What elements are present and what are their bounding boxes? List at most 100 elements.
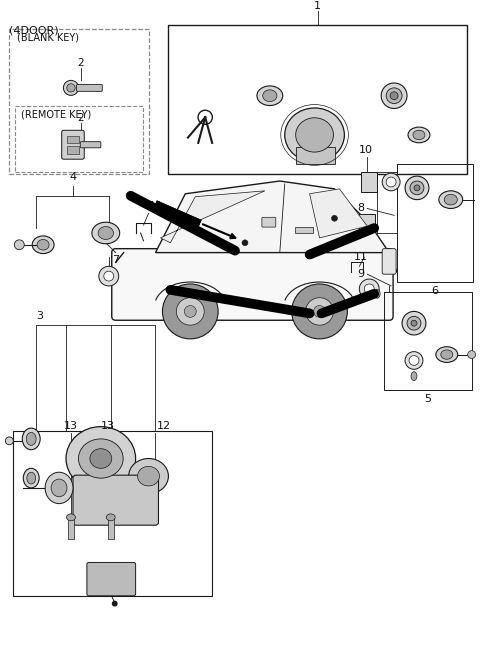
Polygon shape — [156, 181, 389, 253]
Ellipse shape — [413, 131, 425, 140]
Bar — [168, 25, 467, 174]
Text: 8: 8 — [357, 203, 364, 213]
Circle shape — [382, 173, 400, 191]
Circle shape — [468, 351, 476, 358]
Text: 12: 12 — [156, 421, 170, 431]
Text: 1: 1 — [314, 1, 321, 11]
Ellipse shape — [439, 191, 463, 209]
Bar — [295, 227, 312, 233]
Ellipse shape — [32, 236, 54, 254]
FancyBboxPatch shape — [80, 142, 101, 148]
Circle shape — [5, 437, 13, 445]
FancyBboxPatch shape — [73, 475, 158, 525]
Ellipse shape — [263, 90, 277, 102]
Circle shape — [242, 240, 248, 246]
Ellipse shape — [67, 514, 75, 521]
Circle shape — [176, 298, 204, 325]
Bar — [361, 172, 377, 192]
Circle shape — [162, 284, 218, 339]
Circle shape — [386, 88, 402, 104]
Bar — [108, 518, 114, 539]
FancyBboxPatch shape — [62, 131, 84, 159]
Circle shape — [112, 601, 118, 607]
Bar — [384, 292, 472, 390]
Circle shape — [402, 312, 426, 335]
Circle shape — [313, 306, 325, 318]
Text: 3: 3 — [36, 311, 43, 321]
Text: 5: 5 — [424, 394, 432, 404]
Circle shape — [292, 284, 348, 339]
Ellipse shape — [106, 514, 115, 521]
Text: 7: 7 — [112, 255, 120, 264]
Circle shape — [409, 356, 419, 365]
Bar — [296, 147, 336, 165]
Ellipse shape — [92, 222, 120, 244]
Text: (REMOTE KEY): (REMOTE KEY) — [21, 110, 92, 119]
Circle shape — [364, 284, 374, 294]
FancyBboxPatch shape — [77, 85, 102, 91]
Text: 11: 11 — [148, 201, 163, 211]
Ellipse shape — [129, 459, 168, 494]
Circle shape — [306, 298, 334, 325]
Circle shape — [405, 352, 423, 369]
Circle shape — [410, 181, 424, 195]
Ellipse shape — [45, 472, 73, 504]
Ellipse shape — [26, 432, 36, 445]
Ellipse shape — [90, 449, 112, 468]
Ellipse shape — [23, 468, 39, 488]
Bar — [9, 29, 148, 174]
Circle shape — [184, 306, 196, 318]
Ellipse shape — [37, 239, 49, 250]
Bar — [397, 165, 473, 282]
Circle shape — [386, 177, 396, 187]
Text: 2: 2 — [78, 58, 84, 68]
Ellipse shape — [138, 466, 159, 486]
Circle shape — [414, 185, 420, 191]
Bar — [68, 518, 74, 539]
Bar — [67, 136, 79, 143]
Bar — [67, 146, 79, 154]
Circle shape — [67, 84, 75, 92]
Ellipse shape — [66, 426, 136, 491]
Circle shape — [381, 83, 407, 108]
FancyBboxPatch shape — [262, 217, 276, 227]
Polygon shape — [160, 191, 265, 243]
Circle shape — [411, 320, 417, 326]
Text: 2: 2 — [78, 113, 84, 123]
Ellipse shape — [441, 350, 453, 359]
Circle shape — [99, 266, 119, 286]
Text: 9: 9 — [357, 269, 364, 279]
Circle shape — [407, 316, 421, 330]
Circle shape — [405, 176, 429, 199]
Text: 11: 11 — [353, 253, 367, 262]
Ellipse shape — [285, 108, 344, 162]
Ellipse shape — [51, 479, 67, 497]
Polygon shape — [310, 189, 367, 238]
Ellipse shape — [78, 439, 123, 478]
Bar — [15, 106, 143, 172]
Circle shape — [332, 215, 337, 221]
Ellipse shape — [374, 289, 380, 298]
Text: 6: 6 — [432, 286, 438, 296]
Text: 13: 13 — [101, 421, 115, 431]
FancyBboxPatch shape — [382, 249, 396, 274]
Circle shape — [360, 279, 379, 298]
FancyBboxPatch shape — [112, 249, 393, 320]
Circle shape — [390, 92, 398, 100]
Bar — [360, 215, 375, 232]
Circle shape — [14, 240, 24, 250]
Ellipse shape — [444, 194, 457, 205]
Ellipse shape — [296, 118, 334, 152]
Ellipse shape — [411, 372, 417, 380]
Ellipse shape — [22, 428, 40, 449]
Circle shape — [104, 271, 114, 281]
Bar — [13, 431, 212, 596]
Ellipse shape — [408, 127, 430, 143]
FancyBboxPatch shape — [87, 562, 136, 596]
Text: 4: 4 — [70, 172, 76, 182]
Text: (4DOOR): (4DOOR) — [9, 25, 59, 35]
Text: 10: 10 — [360, 144, 373, 155]
Ellipse shape — [27, 472, 36, 484]
Circle shape — [63, 81, 79, 95]
Ellipse shape — [98, 226, 113, 239]
